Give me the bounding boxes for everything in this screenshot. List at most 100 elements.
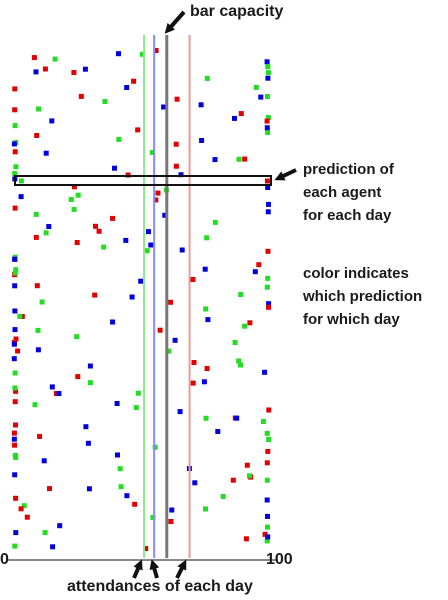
- prediction-dot-green: [238, 292, 244, 297]
- prediction-dot-blue: [179, 247, 185, 253]
- attendance-lines: [143, 35, 191, 558]
- prediction-dot-green: [101, 244, 107, 250]
- prediction-dot-green: [242, 323, 248, 329]
- prediction-dot-green: [118, 484, 124, 490]
- prediction-dot-red: [157, 327, 163, 333]
- prediction-dot-green: [220, 494, 226, 499]
- prediction-dot-green: [265, 130, 271, 135]
- prediction-dot-red: [230, 477, 236, 483]
- prediction-dot-green: [12, 543, 18, 549]
- prediction-dot-green: [12, 270, 18, 276]
- prediction-dot-green: [150, 515, 156, 520]
- prediction-dot-red: [190, 380, 196, 386]
- attendances-label: attendances of each day: [67, 578, 253, 595]
- prediction-dot-red: [153, 48, 159, 53]
- prediction-dot-green: [152, 444, 158, 450]
- prediction-dot-green: [266, 437, 272, 442]
- prediction-dot-green: [17, 313, 23, 319]
- prediction-dot-red: [262, 531, 268, 537]
- prediction-dot-blue: [232, 115, 237, 121]
- prediction-dot-red: [11, 430, 17, 436]
- prediction-dot-green: [52, 56, 58, 62]
- prediction-dot-blue: [201, 379, 207, 385]
- prediction-dot-red: [247, 320, 253, 326]
- prediction-dot-green: [149, 149, 155, 155]
- prediction-dot-red: [12, 442, 18, 448]
- prediction-dot-green: [253, 84, 259, 90]
- prediction-dot-green: [68, 197, 74, 202]
- prediction-dot-green: [260, 419, 266, 424]
- prediction-dot-red: [238, 111, 244, 117]
- prediction-dot-red: [12, 205, 18, 211]
- prediction-dot-green: [39, 299, 45, 305]
- prediction-dot-green: [238, 362, 243, 368]
- prediction-dot-red: [131, 78, 137, 84]
- prediction-dot-blue: [162, 212, 168, 218]
- prediction-dot-green: [13, 164, 19, 170]
- prediction-dot-red: [242, 156, 248, 162]
- prediction-dot-red: [143, 546, 149, 552]
- prediction-dot-blue: [146, 229, 151, 235]
- prediction-dot-blue: [12, 308, 18, 314]
- prediction-dot-blue: [169, 507, 175, 513]
- prediction-dot-red: [42, 66, 48, 72]
- prediction-dot-green: [203, 506, 208, 512]
- prediction-dot-blue: [56, 391, 62, 396]
- prediction-dot-blue: [11, 341, 17, 347]
- prediction-dot-blue: [49, 384, 55, 390]
- color-label-line: for which day: [303, 311, 400, 328]
- prediction-dot-red: [33, 234, 39, 240]
- prediction-arrow: [274, 168, 297, 181]
- prediction-dot-blue: [57, 523, 63, 529]
- prediction-dot-blue: [11, 356, 17, 362]
- prediction-dot-red: [13, 422, 18, 428]
- prediction-dot-blue: [265, 534, 271, 540]
- prediction-dot-red: [243, 536, 249, 542]
- prediction-dot-blue: [252, 269, 258, 275]
- prediction-dot-green: [36, 106, 42, 112]
- axis-min-label: 0: [0, 551, 9, 568]
- prediction-dot-green: [247, 473, 252, 479]
- color-label-line: which prediction: [303, 288, 423, 305]
- prediction-dot-green: [144, 248, 150, 254]
- prediction-dot-blue: [234, 415, 240, 421]
- prediction-dot-blue: [85, 440, 91, 446]
- prediction-dot-green: [265, 275, 271, 281]
- prediction-dot-red: [12, 149, 18, 155]
- agent-row-highlight: [14, 175, 272, 186]
- prediction-dot-green: [133, 405, 139, 411]
- bar-capacity-label: bar capacity: [190, 3, 284, 20]
- prediction-dot-red: [168, 519, 174, 524]
- prediction-dot-red: [13, 388, 19, 394]
- prediction-dot-blue: [83, 424, 89, 430]
- prediction-dot-green: [43, 230, 49, 236]
- prediction-dot-green: [12, 370, 18, 376]
- prediction-dot-green: [264, 430, 270, 436]
- prediction-dot-blue: [264, 125, 270, 131]
- prediction-dot-red: [75, 374, 81, 380]
- prediction-dot-red: [37, 433, 43, 439]
- prediction-dot-red: [34, 283, 40, 289]
- prediction-dots: [11, 48, 272, 552]
- prediction-dot-green: [13, 454, 19, 460]
- prediction-dot-green: [264, 477, 270, 483]
- prediction-dot-blue: [199, 138, 205, 143]
- prediction-dot-blue: [110, 319, 116, 325]
- prediction-dot-blue: [11, 436, 17, 442]
- prediction-dot-green: [139, 51, 145, 57]
- prediction-label-line: for each day: [303, 207, 392, 224]
- prediction-dot-blue: [265, 513, 270, 519]
- prediction-dot-red: [191, 360, 197, 365]
- prediction-dot-green: [75, 192, 81, 198]
- axis-max-label: 100: [266, 551, 293, 568]
- attendance-arrow-blue: [149, 559, 160, 579]
- prediction-dot-blue: [82, 66, 88, 72]
- prediction-dot-red: [244, 462, 250, 468]
- prediction-dot-blue: [202, 266, 208, 272]
- prediction-dot-blue: [12, 283, 18, 289]
- prediction-dot-green: [265, 524, 270, 530]
- prediction-dot-blue: [12, 256, 18, 262]
- prediction-dot-green: [232, 340, 238, 345]
- prediction-dot-blue: [215, 429, 221, 434]
- prediction-dot-green: [87, 380, 93, 386]
